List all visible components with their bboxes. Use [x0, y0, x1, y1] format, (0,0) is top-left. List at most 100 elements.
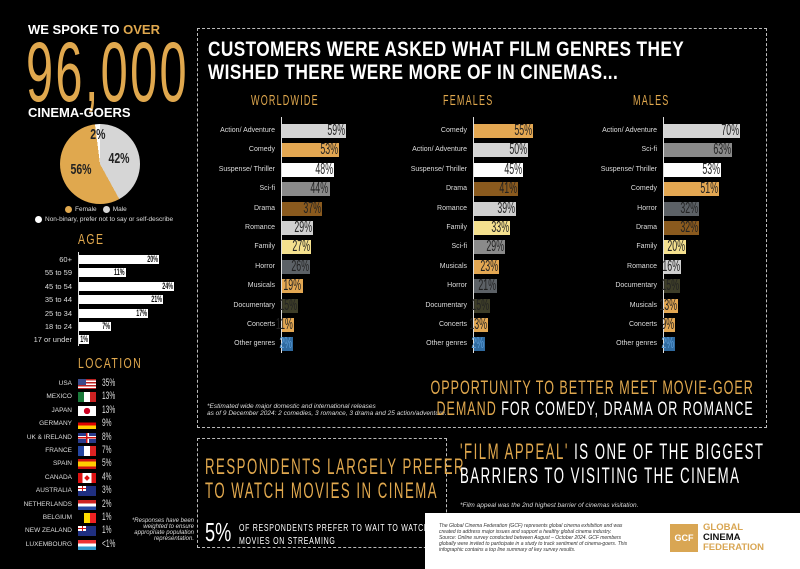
genre-value: 2% [651, 336, 674, 352]
location-label: SPAIN [52, 460, 72, 468]
genre-bar: 29% [280, 220, 314, 236]
genre-bar: 20% [664, 239, 686, 255]
genre-bar: 41% [474, 181, 519, 197]
legend-male: Male [112, 206, 127, 213]
column-title-text: FEMALES [443, 92, 494, 109]
genre-label: Other genres [616, 340, 657, 348]
respondent-count: 96,000 [26, 30, 307, 114]
genre-label: Sci-fi [641, 146, 657, 154]
legend-row: Female Male [65, 206, 127, 213]
location-value: 2% [102, 498, 118, 510]
age-pct: 20% [147, 254, 158, 264]
other-swatch [35, 216, 42, 223]
genre-value: 70% [707, 123, 739, 139]
genre-label: Documentary [615, 282, 657, 290]
genre-pct: 32% [679, 219, 698, 236]
location-pct: 3% [102, 484, 112, 497]
genre-label: Comedy [440, 127, 467, 134]
france-flag-icon [78, 446, 96, 456]
pie-slice-label: 42% [104, 150, 134, 167]
age-title: AGE [78, 231, 116, 248]
genre-label: Sci-fi [259, 185, 275, 193]
genre-value: 55% [500, 123, 533, 139]
genre-pct: 2% [471, 335, 484, 353]
legend-other: Non-binary, prefer not to say or self-de… [45, 216, 174, 223]
genre-pct: 63% [713, 141, 732, 159]
location-value: 4% [102, 471, 118, 483]
age-pct: 24% [161, 280, 173, 291]
opportunity-demand: DEMAND [436, 399, 497, 420]
genre-label: Other genres [426, 340, 467, 348]
location-value: 35% [102, 377, 124, 389]
genre-label: Comedy [248, 146, 275, 154]
location-label: FRANCE [45, 447, 72, 454]
age-label: 18 to 24 [44, 322, 72, 331]
location-pct: 13% [102, 403, 116, 416]
location-label: GERMANY [39, 420, 72, 428]
genre-label: Suspense/ Thriller [410, 165, 467, 173]
australia-flag-icon [78, 486, 96, 497]
age-pct: 21% [150, 294, 162, 305]
genre-label: Other genres [234, 340, 275, 348]
column-title: WORLDWIDE [251, 92, 371, 109]
genre-value: 29% [280, 220, 313, 236]
genre-pct: 53% [702, 160, 721, 178]
genre-bar: 23% [474, 258, 499, 274]
genre-bar: 33% [474, 219, 510, 236]
location-pct: 13% [102, 390, 116, 403]
genre-bar: 13% [659, 297, 679, 313]
genre-value: 53% [306, 142, 339, 158]
age-label: 45 to 54 [44, 281, 72, 291]
age-value: 17% [129, 308, 147, 318]
uk-flag-icon [78, 432, 96, 443]
age-value: 20% [140, 254, 158, 264]
genre-label: Suspense/ Thriller [600, 165, 657, 173]
genre-pct: 13% [469, 316, 488, 333]
film-appeal-headline: 'FILM APPEAL' IS ONE OF THE BIGGEST BARR… [460, 440, 800, 488]
location-value: 8% [102, 431, 118, 443]
genre-value: 41% [485, 181, 518, 197]
genre-value: 44% [296, 181, 329, 197]
genre-bar: 21% [474, 278, 497, 294]
genre-value: 50% [495, 142, 527, 158]
germany-flag-icon [78, 419, 96, 430]
genre-pct: 2% [279, 335, 292, 353]
age-title-text: AGE [78, 231, 105, 248]
genre-pct: 15% [661, 277, 680, 295]
genre-value: 15% [457, 296, 490, 314]
genre-label: Drama [635, 224, 657, 231]
age-label: 60+ [59, 255, 72, 264]
location-value: 9% [102, 417, 118, 429]
location-pct: 5% [102, 457, 112, 470]
genre-value: 13% [645, 297, 677, 314]
genre-pct: 70% [720, 122, 739, 139]
genre-label: Romance [627, 262, 657, 270]
genre-value: 39% [483, 200, 515, 217]
genre-value: 27% [278, 239, 311, 255]
genre-value: 21% [464, 278, 496, 294]
genre-value: 53% [688, 160, 721, 178]
genre-pct: 15% [471, 296, 490, 314]
genre-bar: 29% [474, 239, 506, 255]
genre-pct: 33% [491, 219, 509, 236]
genre-bar: 50% [474, 142, 528, 158]
genre-value: 37% [289, 200, 321, 217]
genre-pct: 15% [279, 296, 298, 314]
age-bar: 24% [79, 280, 174, 291]
age-label: 35 to 44 [44, 295, 72, 305]
genre-label: Concerts [438, 321, 467, 328]
genre-label: Musicals [247, 282, 275, 290]
genre-label: Concerts [628, 321, 657, 328]
genre-pct: 45% [503, 160, 522, 178]
age-bar: 21% [79, 294, 163, 305]
pie-value: 2% [90, 126, 106, 144]
stat-text-line: OF RESPONDENTS PREFER TO WAIT TO WATCH [239, 523, 430, 534]
genre-value: 13% [455, 317, 487, 333]
genre-label: Comedy [630, 185, 657, 193]
location-label: JAPAN [51, 406, 72, 414]
weighting-note: *Responses have been weighted to ensure … [131, 518, 194, 542]
age-value: 21% [144, 294, 162, 304]
location-pct: 7% [102, 444, 112, 456]
genre-value: 11% [262, 317, 293, 333]
film-appeal-highlight: 'FILM APPEAL' [460, 439, 569, 464]
